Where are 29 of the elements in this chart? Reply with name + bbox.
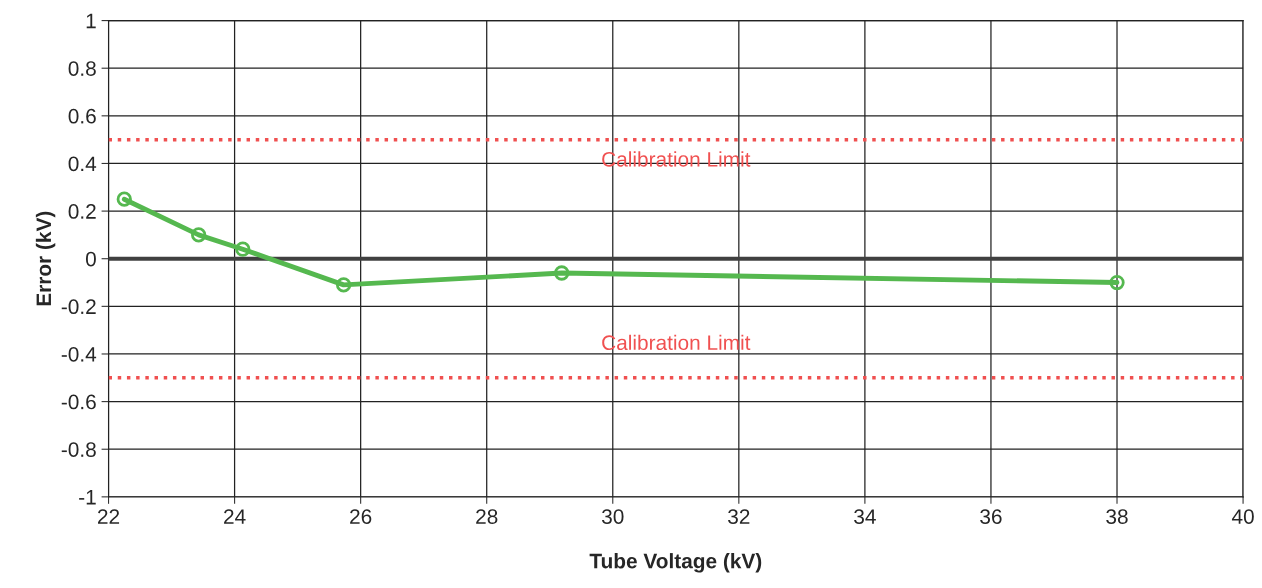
x-tick-label: 26 (350, 509, 372, 524)
y-tick-label: -0.2 (61, 299, 96, 315)
point (1109, 274, 1125, 291)
y-tick-label: -0.8 (61, 442, 96, 457)
x-tick-label: 24 (224, 509, 246, 524)
y-tick-label: -0.4 (61, 346, 97, 362)
x-tick-label: 38 (1106, 509, 1128, 524)
y-tick-label: -1 (79, 490, 96, 505)
x-tick-label: 40 (1231, 509, 1254, 524)
y-tick-label: -0.6 (61, 394, 96, 410)
x-tick-label: 36 (980, 509, 1002, 524)
y-tick-label: 0.6 (68, 108, 96, 124)
y-tick-label: 0 (85, 251, 96, 267)
x-tick-label: 28 (476, 509, 498, 524)
point (335, 277, 352, 293)
point (235, 241, 251, 257)
y-tick-label: 0.4 (68, 156, 97, 172)
point (554, 265, 570, 281)
y-axis-title: Error (kV) (35, 211, 56, 306)
x-tick-label: 32 (728, 509, 750, 524)
point (116, 191, 132, 207)
y-tick-label: 1 (86, 13, 96, 29)
x-axis-title: Tube Voltage (kV) (589, 553, 762, 573)
x-tick-label: 22 (97, 509, 120, 524)
y-tick-label: 0.2 (68, 204, 96, 219)
x-tick-label: 30 (601, 509, 624, 524)
y-tick-label: 0.8 (68, 61, 96, 76)
x-tick-label: 34 (854, 509, 876, 524)
point (191, 227, 207, 243)
